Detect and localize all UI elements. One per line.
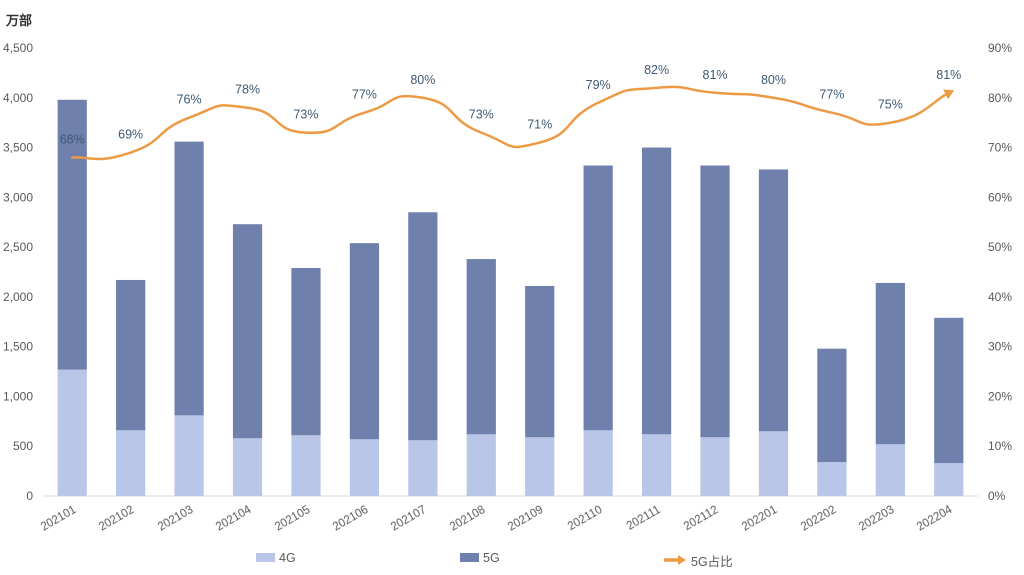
svg-text:73%: 73% [293,108,318,122]
svg-text:500: 500 [13,439,33,453]
svg-text:2,000: 2,000 [3,290,33,304]
svg-text:0: 0 [26,489,33,503]
svg-text:71%: 71% [527,118,552,132]
svg-text:3,500: 3,500 [3,141,33,155]
svg-text:77%: 77% [819,88,844,102]
svg-text:4,500: 4,500 [3,41,33,55]
svg-text:81%: 81% [936,68,961,82]
svg-text:40%: 40% [988,290,1012,304]
svg-text:20%: 20% [988,389,1012,403]
svg-text:75%: 75% [878,98,903,112]
svg-text:1,500: 1,500 [3,340,33,354]
svg-text:70%: 70% [988,141,1012,155]
svg-text:80%: 80% [410,73,435,87]
svg-text:50%: 50% [988,240,1012,254]
svg-text:77%: 77% [352,88,377,102]
svg-text:30%: 30% [988,340,1012,354]
svg-text:10%: 10% [988,439,1012,453]
svg-text:82%: 82% [644,63,669,77]
svg-text:4,000: 4,000 [3,91,33,105]
svg-text:69%: 69% [118,128,143,142]
svg-text:2,500: 2,500 [3,240,33,254]
svg-text:73%: 73% [469,108,494,122]
svg-text:0%: 0% [988,489,1006,503]
svg-text:78%: 78% [235,83,260,97]
svg-text:80%: 80% [988,91,1012,105]
svg-text:60%: 60% [988,190,1012,204]
svg-text:3,000: 3,000 [3,190,33,204]
svg-text:79%: 79% [586,78,611,92]
svg-text:1,000: 1,000 [3,389,33,403]
svg-text:76%: 76% [177,93,202,107]
svg-text:68%: 68% [60,133,85,147]
svg-text:90%: 90% [988,41,1012,55]
svg-text:80%: 80% [761,73,786,87]
svg-text:81%: 81% [703,68,728,82]
